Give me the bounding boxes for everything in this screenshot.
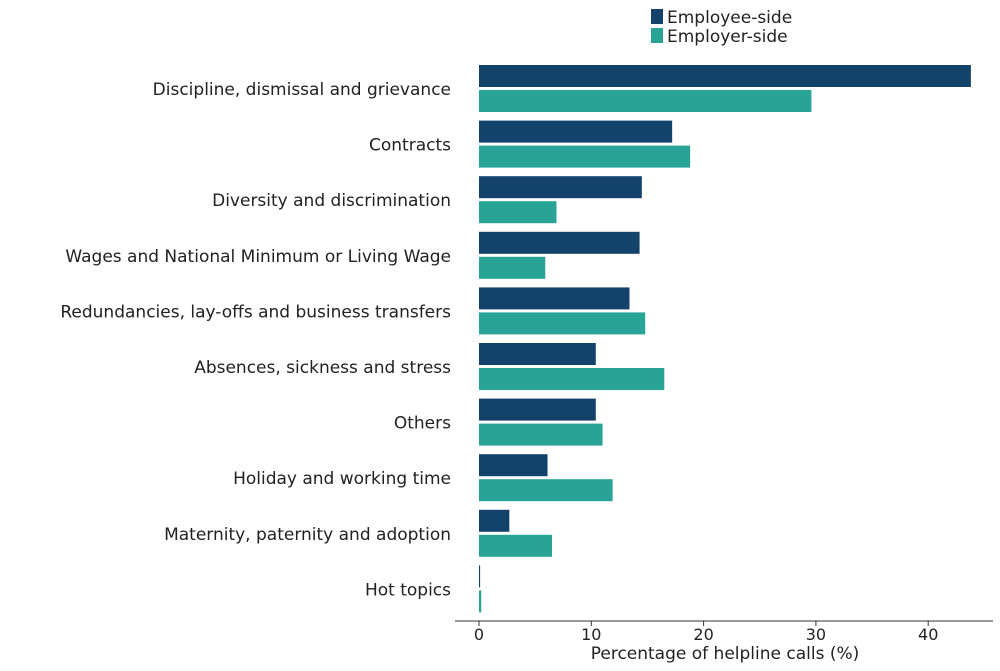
- bar-employee-6: [479, 398, 596, 421]
- bar-employer-2: [479, 201, 557, 224]
- category-labels: Discipline, dismissal and grievance Contr…: [60, 80, 451, 600]
- bar-employer-0: [479, 90, 812, 112]
- legend-label: Employer-side: [667, 27, 788, 47]
- category-label: Diversity and discrimination: [212, 191, 451, 211]
- bar-employer-4: [479, 312, 646, 335]
- category-label: Redundancies, lay-offs and business tran…: [60, 302, 451, 322]
- category-label: Holiday and working time: [233, 469, 451, 489]
- category-label: Others: [394, 414, 451, 434]
- bar-employee-5: [479, 343, 596, 365]
- category-label: Wages and National Minimum or Living Wag…: [65, 247, 451, 267]
- bar-employee-4: [479, 287, 630, 310]
- bar-employer-9: [479, 590, 482, 613]
- bars: [479, 65, 971, 613]
- x-axis-label: Percentage of helpline calls (%): [591, 644, 860, 664]
- category-label: Contracts: [369, 136, 451, 156]
- legend-swatch: [651, 9, 663, 24]
- bar-employer-6: [479, 423, 603, 446]
- bar-employee-3: [479, 231, 640, 254]
- bar-employee-9: [479, 565, 481, 588]
- category-label: Discipline, dismissal and grievance: [153, 80, 451, 100]
- legend-label: Employee-side: [667, 8, 792, 28]
- bar-employee-1: [479, 120, 673, 143]
- bar-employer-5: [479, 368, 665, 390]
- x-tick-label: 40: [918, 625, 938, 644]
- bar-employer-7: [479, 479, 613, 502]
- category-label: Hot topics: [365, 580, 451, 600]
- bar-employer-8: [479, 534, 552, 557]
- bar-employer-1: [479, 145, 691, 168]
- bar-employee-2: [479, 176, 642, 199]
- bar-employee-0: [479, 65, 971, 87]
- x-tick-label: 30: [806, 625, 826, 644]
- x-axis: 0 10 20 30 40: [455, 620, 993, 644]
- bar-employer-3: [479, 256, 546, 279]
- category-label: Maternity, paternity and adoption: [164, 525, 451, 545]
- bar-employee-7: [479, 454, 548, 477]
- x-tick-label: 10: [581, 625, 601, 644]
- legend-swatch: [651, 28, 663, 43]
- category-label: Absences, sickness and stress: [194, 358, 451, 378]
- x-tick-label: 0: [474, 625, 484, 644]
- bar-employee-8: [479, 509, 510, 532]
- x-tick-label: 20: [693, 625, 713, 644]
